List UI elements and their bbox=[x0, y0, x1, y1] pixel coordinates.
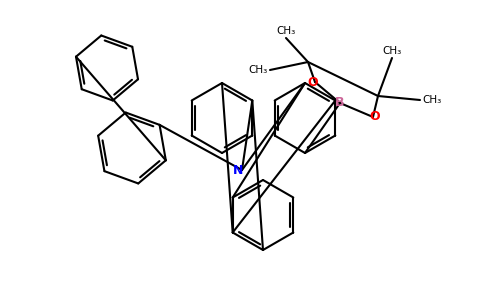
Text: CH₃: CH₃ bbox=[382, 46, 402, 56]
Text: N: N bbox=[233, 164, 243, 176]
Text: O: O bbox=[308, 76, 318, 88]
Text: B: B bbox=[335, 97, 345, 110]
Text: CH₃: CH₃ bbox=[276, 26, 296, 36]
Text: CH₃: CH₃ bbox=[249, 65, 268, 75]
Text: CH₃: CH₃ bbox=[422, 95, 441, 105]
Text: O: O bbox=[370, 110, 380, 124]
